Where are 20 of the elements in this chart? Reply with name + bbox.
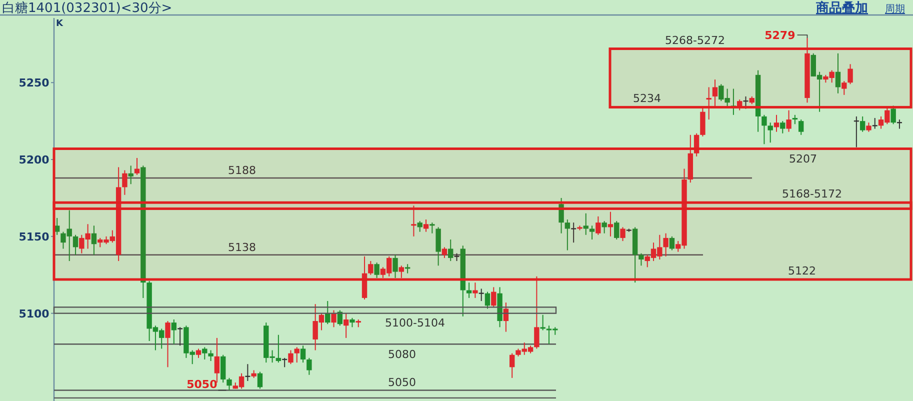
ref-line-label: 5080 — [388, 348, 416, 362]
y-axis-title: K — [56, 19, 64, 29]
y-tick-label: 5150 — [18, 230, 50, 244]
band-label: 5168-5172 — [782, 188, 842, 201]
y-tick-label: 5100 — [18, 307, 50, 320]
band-label: 5268-5272 — [665, 34, 725, 47]
text: 商品叠加 — [815, 0, 868, 16]
y-tick-label: 5250 — [18, 76, 50, 90]
y-tick-label: 5200 — [18, 154, 50, 167]
ref-line-label: 5138 — [228, 240, 256, 254]
annotation: 5122 — [788, 264, 816, 278]
band-label: 5207 — [789, 152, 817, 166]
annotation: 5234 — [633, 92, 661, 106]
title: 白糖1401(032301)<30分> — [2, 1, 172, 16]
text: 周期 — [885, 3, 905, 15]
ref-line-label: 5050 — [388, 376, 416, 390]
annotation: 5050 — [186, 378, 218, 392]
band-label: 5100-5104 — [385, 316, 445, 330]
ref-line-label: 5188 — [228, 164, 256, 177]
annotation: 5279 — [764, 28, 796, 42]
